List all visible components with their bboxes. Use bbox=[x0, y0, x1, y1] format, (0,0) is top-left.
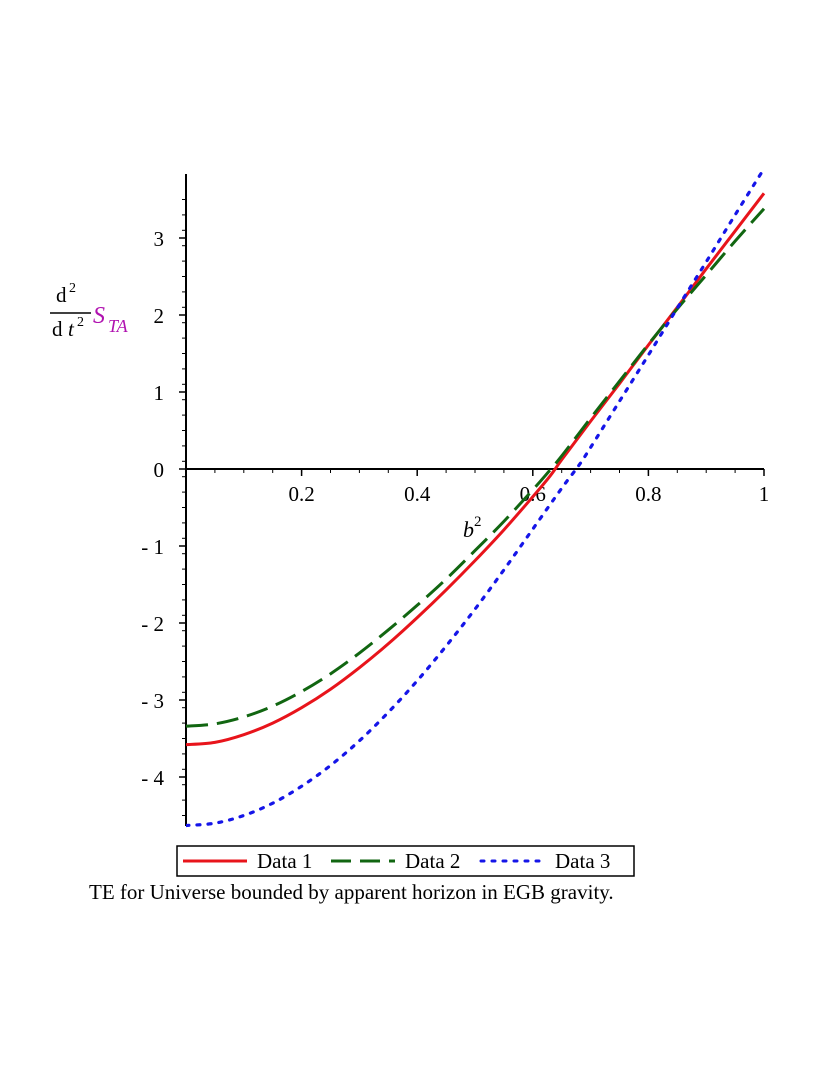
series-line-data-2 bbox=[186, 207, 766, 728]
series-line-data-3 bbox=[186, 168, 766, 828]
y-tick-label: 3 bbox=[154, 227, 165, 251]
x-tick-label: 0.2 bbox=[288, 482, 314, 506]
legend-label-data-2: Data 2 bbox=[405, 849, 460, 873]
ylabel-sub: TA bbox=[108, 316, 129, 336]
ylabel-den-var: t bbox=[68, 317, 75, 341]
y-tick-label: 2 bbox=[154, 304, 165, 328]
y-tick-labels: 3 2 1 0 - 1 - 2 - 3 - 4 bbox=[141, 227, 164, 790]
x-tick-label: 0.8 bbox=[635, 482, 661, 506]
ylabel-num-d: d bbox=[56, 283, 67, 307]
xlabel-exp: 2 bbox=[474, 514, 482, 530]
series-group bbox=[186, 168, 766, 828]
legend-box bbox=[176, 845, 635, 877]
ylabel-num-exp: 2 bbox=[69, 281, 76, 296]
y-tick-label: - 1 bbox=[141, 535, 164, 559]
ylabel-den-d: d bbox=[52, 317, 63, 341]
y-tick-label: - 4 bbox=[141, 766, 164, 790]
y-axis-label: d 2 d t 2 S TA bbox=[50, 281, 129, 341]
x-tick-label: 1 bbox=[759, 482, 770, 506]
x-axis-label: b 2 bbox=[463, 514, 482, 542]
y-tick-label: 1 bbox=[154, 381, 165, 405]
y-tick-label: - 2 bbox=[141, 612, 164, 636]
legend-label-data-1: Data 1 bbox=[257, 849, 312, 873]
y-tick-label: 0 bbox=[154, 458, 165, 482]
major-ticks bbox=[179, 237, 765, 778]
x-tick-label: 0.4 bbox=[404, 482, 431, 506]
ylabel-den-exp: 2 bbox=[77, 315, 84, 330]
legend: Data 1 Data 2 Data 3 bbox=[176, 845, 635, 877]
chart-caption: TE for Universe bounded by apparent hori… bbox=[89, 880, 614, 904]
y-tick-label: - 3 bbox=[141, 689, 164, 713]
xlabel-base: b bbox=[463, 517, 474, 542]
ylabel-func: S bbox=[93, 303, 105, 329]
legend-label-data-3: Data 3 bbox=[555, 849, 610, 873]
